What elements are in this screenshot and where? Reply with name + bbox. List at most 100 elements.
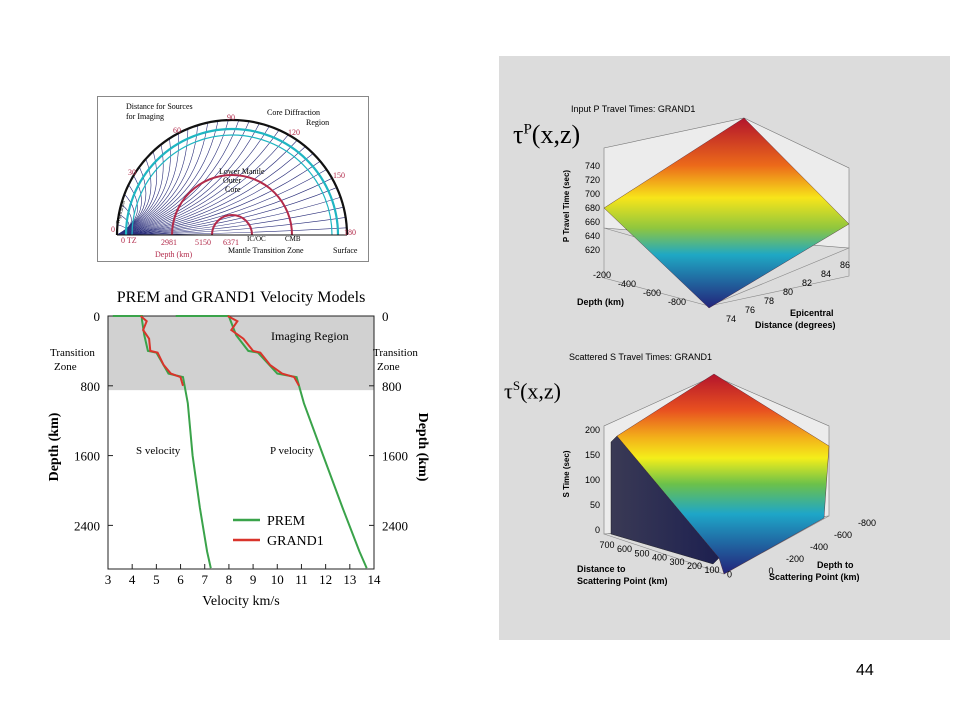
lower-mantle-label: Lower Mantle [219, 167, 265, 176]
s-dist-tick-label: 300 [669, 557, 684, 567]
y-tick-label-right: 2400 [382, 518, 408, 533]
s-depth-tick-label: -800 [858, 518, 876, 528]
y-tick-label-left: 0 [94, 309, 101, 324]
x-tick-label: 10 [271, 572, 284, 587]
p-z-tick-label: 620 [585, 245, 600, 255]
y-axis-label-right: Depth (km) [415, 413, 430, 482]
ray-path [116, 126, 270, 235]
s-depth-axis-label-2: Scattering Point (km) [769, 572, 860, 582]
x-tick-label: 4 [129, 572, 136, 587]
p-dist-tick-label: 76 [745, 305, 755, 315]
mtz-label: Mantle Transition Zone [228, 246, 304, 255]
s-plot-title: Scattered S Travel Times: GRAND1 [569, 352, 712, 362]
x-tick-label: 9 [250, 572, 257, 587]
grand1-p-velocity-line [227, 315, 300, 387]
angle-label-30: 30 [128, 168, 136, 177]
s-travel-time-plot: Scattered S Travel Times: GRAND1 200 150 1… [562, 352, 876, 586]
p-dist-axis-label: Epicentral [790, 308, 834, 318]
x-axis-label: Velocity km/s [202, 594, 279, 609]
s-dist-tick-label: 500 [634, 548, 649, 558]
p-dist-tick-label: 80 [783, 287, 793, 297]
ray-path [116, 169, 327, 235]
s-dist-tick-label: 0 [727, 569, 732, 579]
cmb-arc [171, 174, 293, 235]
tau-p-superscript: P [523, 121, 532, 138]
x-tick-label: 12 [319, 572, 332, 587]
ray-path [116, 134, 289, 235]
imaging-region-label: Imaging Region [271, 329, 349, 343]
s-dist-axis-label-2: Scattering Point (km) [577, 576, 668, 586]
transition-zone-right-2: Zone [377, 361, 400, 373]
ray-path [116, 129, 280, 235]
ray-path [116, 133, 179, 235]
p-dist-tick-label: 78 [764, 296, 774, 306]
depth-tick-6371: 6371 [223, 238, 239, 247]
angle-label-120: 120 [288, 128, 300, 137]
p-surface [603, 117, 850, 309]
velocity-chart-title: PREM and GRAND1 Velocity Models [117, 289, 366, 306]
legend-grand1-label: GRAND1 [267, 534, 324, 549]
p-depth-tick-label: -200 [593, 270, 611, 280]
surface-arc [115, 118, 349, 235]
tau-p-label: τP(x,z) [513, 120, 580, 150]
ray-path [116, 120, 219, 235]
p-z-tick-label: 740 [585, 161, 600, 171]
s-z-tick-label: 50 [590, 500, 600, 510]
p-depth-axis-label: Depth (km) [577, 297, 624, 307]
angle-label-0: 0 [111, 225, 115, 234]
angle-label-90: 90 [227, 113, 235, 122]
p-z-tick-label: 720 [585, 175, 600, 185]
tau-p-symbol: τ [513, 120, 524, 149]
ray-path [116, 187, 337, 235]
x-tick-label: 8 [226, 572, 233, 587]
s-depth-axis-label: Depth to [817, 560, 854, 570]
p-dist-tick-label: 86 [840, 260, 850, 270]
core-diffraction-label-2: Region [306, 118, 329, 127]
transition-zone-left: Transition [50, 347, 95, 359]
ray-path [116, 153, 314, 235]
p-travel-time-plot: Input P Travel Times: GRAND1 740 720 700 68… [562, 104, 850, 330]
p-z-tick-label: 680 [585, 203, 600, 213]
ray-path [116, 140, 298, 235]
s-z-tick-label: 200 [585, 425, 600, 435]
tau-s-argument: (x,z) [520, 378, 561, 404]
tau-p-argument: (x,z) [531, 120, 581, 149]
distance-sources-label: Distance for Sources [126, 102, 193, 111]
ray-path [116, 160, 321, 235]
core-diffraction-label: Core Diffraction [267, 108, 320, 117]
depth-tick-5150: 5150 [195, 238, 211, 247]
ray-path [116, 125, 198, 235]
s-depth-tick-label: -200 [786, 554, 804, 564]
p-z-tick-label: 640 [585, 231, 600, 241]
x-tick-label: 5 [153, 572, 160, 587]
tau-s-symbol: τ [504, 378, 513, 404]
angle-label-180: 180 [344, 228, 356, 237]
y-tick-label-left: 800 [81, 379, 101, 394]
y-tick-label-left: 1600 [74, 449, 100, 464]
x-tick-label: 6 [177, 572, 184, 587]
y-tick-label-right: 0 [382, 309, 389, 324]
s-depth-tick-label: -600 [834, 530, 852, 540]
s-z-tick-label: 100 [585, 475, 600, 485]
p-dist-tick-label: 82 [802, 278, 812, 288]
ray-path [116, 217, 346, 235]
p-z-tick-label: 660 [585, 217, 600, 227]
prem-p-velocity-line [175, 315, 368, 569]
ray-path [116, 121, 250, 235]
s-depth-tick-label: -400 [810, 542, 828, 552]
imaging-region [108, 316, 374, 391]
x-tick-label: 11 [295, 572, 308, 587]
depth-tick-2981: 2981 [161, 238, 177, 247]
p-dist-axis-label-2: Distance (degrees) [755, 320, 836, 330]
p-velocity-label: P velocity [270, 445, 314, 457]
s-dist-tick-label: 200 [687, 561, 702, 571]
distance-sources-label-2: for Imaging [126, 112, 164, 121]
s-z-axis-label: S Time (sec) [562, 450, 571, 497]
s-dist-tick-label: 700 [599, 540, 614, 550]
x-tick-label: 13 [343, 572, 356, 587]
y-tick-label-right: 800 [382, 379, 402, 394]
ray-path [116, 196, 341, 235]
transition-zone-arc [124, 127, 340, 235]
ic-oc-label: IC/OC [247, 235, 266, 243]
transition-zone-left-2: Zone [54, 361, 77, 373]
